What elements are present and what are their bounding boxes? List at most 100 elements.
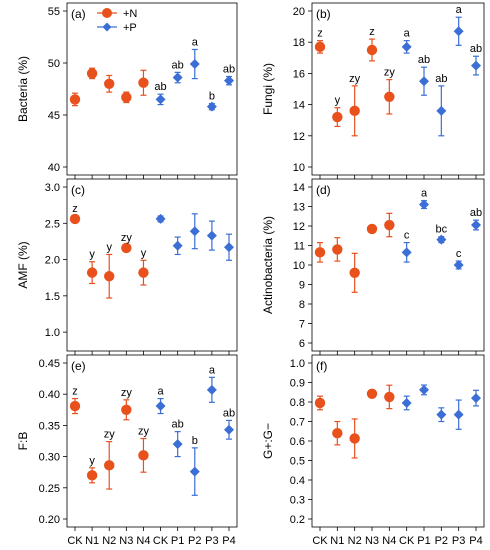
data-point-diamond [471, 393, 481, 404]
significance-label: z [72, 203, 78, 215]
data-point-diamond [436, 234, 447, 245]
x-tick-label: CK [312, 535, 328, 547]
data-point-circle [104, 460, 115, 471]
x-tick-label: N3 [365, 535, 379, 547]
x-tick-label: P3 [452, 535, 465, 547]
plot-frame [66, 354, 238, 528]
significance-label: zy [121, 387, 133, 399]
panel-label: (b) [316, 7, 331, 21]
y-tick-label: 0.8 [290, 397, 305, 409]
significance-label: zy [384, 67, 396, 79]
data-point-diamond [206, 230, 217, 241]
x-tick-label: P4 [222, 535, 235, 547]
data-point-circle [366, 44, 378, 56]
panel-label: (a) [71, 7, 86, 21]
data-point-diamond [189, 59, 200, 70]
x-tick-label: P3 [205, 535, 218, 547]
significance-label: c [404, 230, 410, 242]
data-point-circle [349, 267, 360, 278]
data-point-circle [314, 41, 326, 53]
data-point-circle [86, 470, 98, 481]
data-point-circle [104, 271, 115, 282]
x-tick-label: N4 [382, 535, 396, 547]
x-tick-label: N2 [348, 535, 362, 547]
y-tick-label: 0.40 [39, 389, 60, 401]
y-axis-title: G+:G− [261, 423, 275, 459]
significance-label: z [317, 28, 323, 40]
significance-label: ab [172, 419, 184, 431]
y-tick-label: 0.25 [39, 483, 60, 495]
y-tick-label: 0.2 [290, 514, 305, 526]
significance-label: zy [349, 73, 361, 85]
significance-label: ab [223, 407, 235, 419]
x-tick-label: P1 [171, 535, 184, 547]
x-tick-label: N2 [102, 535, 116, 547]
significance-label: b [192, 435, 198, 447]
panel-label: (c) [71, 183, 85, 197]
y-tick-label: 8 [299, 299, 305, 311]
plot-frame [66, 178, 238, 352]
data-point-circle [121, 242, 132, 254]
significance-label: y [89, 249, 95, 261]
legend: +N +P [97, 8, 137, 34]
x-tick-label: N3 [119, 535, 133, 547]
y-tick-label: 11 [294, 241, 305, 253]
y-axis-title: F:B [16, 432, 30, 451]
data-point-diamond [189, 226, 200, 237]
data-point-diamond [453, 260, 464, 270]
data-point-circle [384, 91, 395, 103]
data-point-circle [138, 267, 149, 278]
y-tick-label: 0.9 [290, 378, 305, 390]
data-point-diamond [224, 424, 234, 435]
y-tick-label: 14 [293, 100, 305, 112]
significance-label: ab [470, 207, 482, 219]
panel-label: (e) [71, 359, 86, 373]
data-point-circle [138, 450, 149, 461]
data-point-diamond [155, 401, 166, 412]
data-point-diamond [436, 105, 447, 116]
chart-panel-6: 0.20.30.40.50.60.70.80.91.0G+:G−(f)CK N1 N… [261, 354, 485, 547]
data-point-diamond [453, 409, 464, 420]
significance-label: b [209, 91, 215, 103]
y-tick-label: 13 [293, 202, 305, 214]
y-tick-label: 50 [48, 58, 60, 70]
data-point-circle [314, 397, 326, 409]
data-point-diamond [471, 220, 481, 231]
y-tick-label: 1.0 [290, 358, 305, 370]
plot-frame [66, 2, 238, 176]
data-point-diamond [206, 101, 217, 112]
y-tick-label: 2.5 [45, 218, 60, 230]
data-point-diamond [172, 240, 183, 251]
significance-label: a [404, 28, 411, 40]
data-point-circle [104, 78, 115, 90]
data-point-diamond [189, 466, 200, 477]
data-point-diamond [172, 439, 183, 450]
data-point-circle [69, 94, 81, 105]
panel-label: (f) [316, 359, 327, 373]
data-point-circle [332, 428, 343, 439]
data-point-circle [384, 219, 395, 231]
data-point-circle [349, 105, 360, 117]
data-point-diamond [419, 384, 429, 395]
data-point-diamond [224, 242, 234, 253]
x-tick-label: N1 [330, 535, 344, 547]
x-tick-label: CK [67, 535, 83, 547]
y-tick-label: 10 [293, 162, 305, 174]
plot-frame [311, 2, 485, 176]
data-point-circle [349, 433, 360, 444]
legend-marker-diamond [102, 22, 112, 32]
significance-label: y [335, 95, 341, 107]
panel-label: (d) [316, 183, 331, 197]
significance-label: a [456, 4, 463, 16]
x-tick-label: P4 [469, 535, 482, 547]
significance-label: y [106, 241, 112, 253]
y-tick-label: 12 [293, 131, 305, 143]
y-axis-title: Actinobacteria (%) [261, 216, 275, 314]
data-point-diamond [224, 75, 234, 86]
data-point-circle [69, 213, 81, 225]
y-axis-title: Fungi (%) [261, 63, 275, 115]
